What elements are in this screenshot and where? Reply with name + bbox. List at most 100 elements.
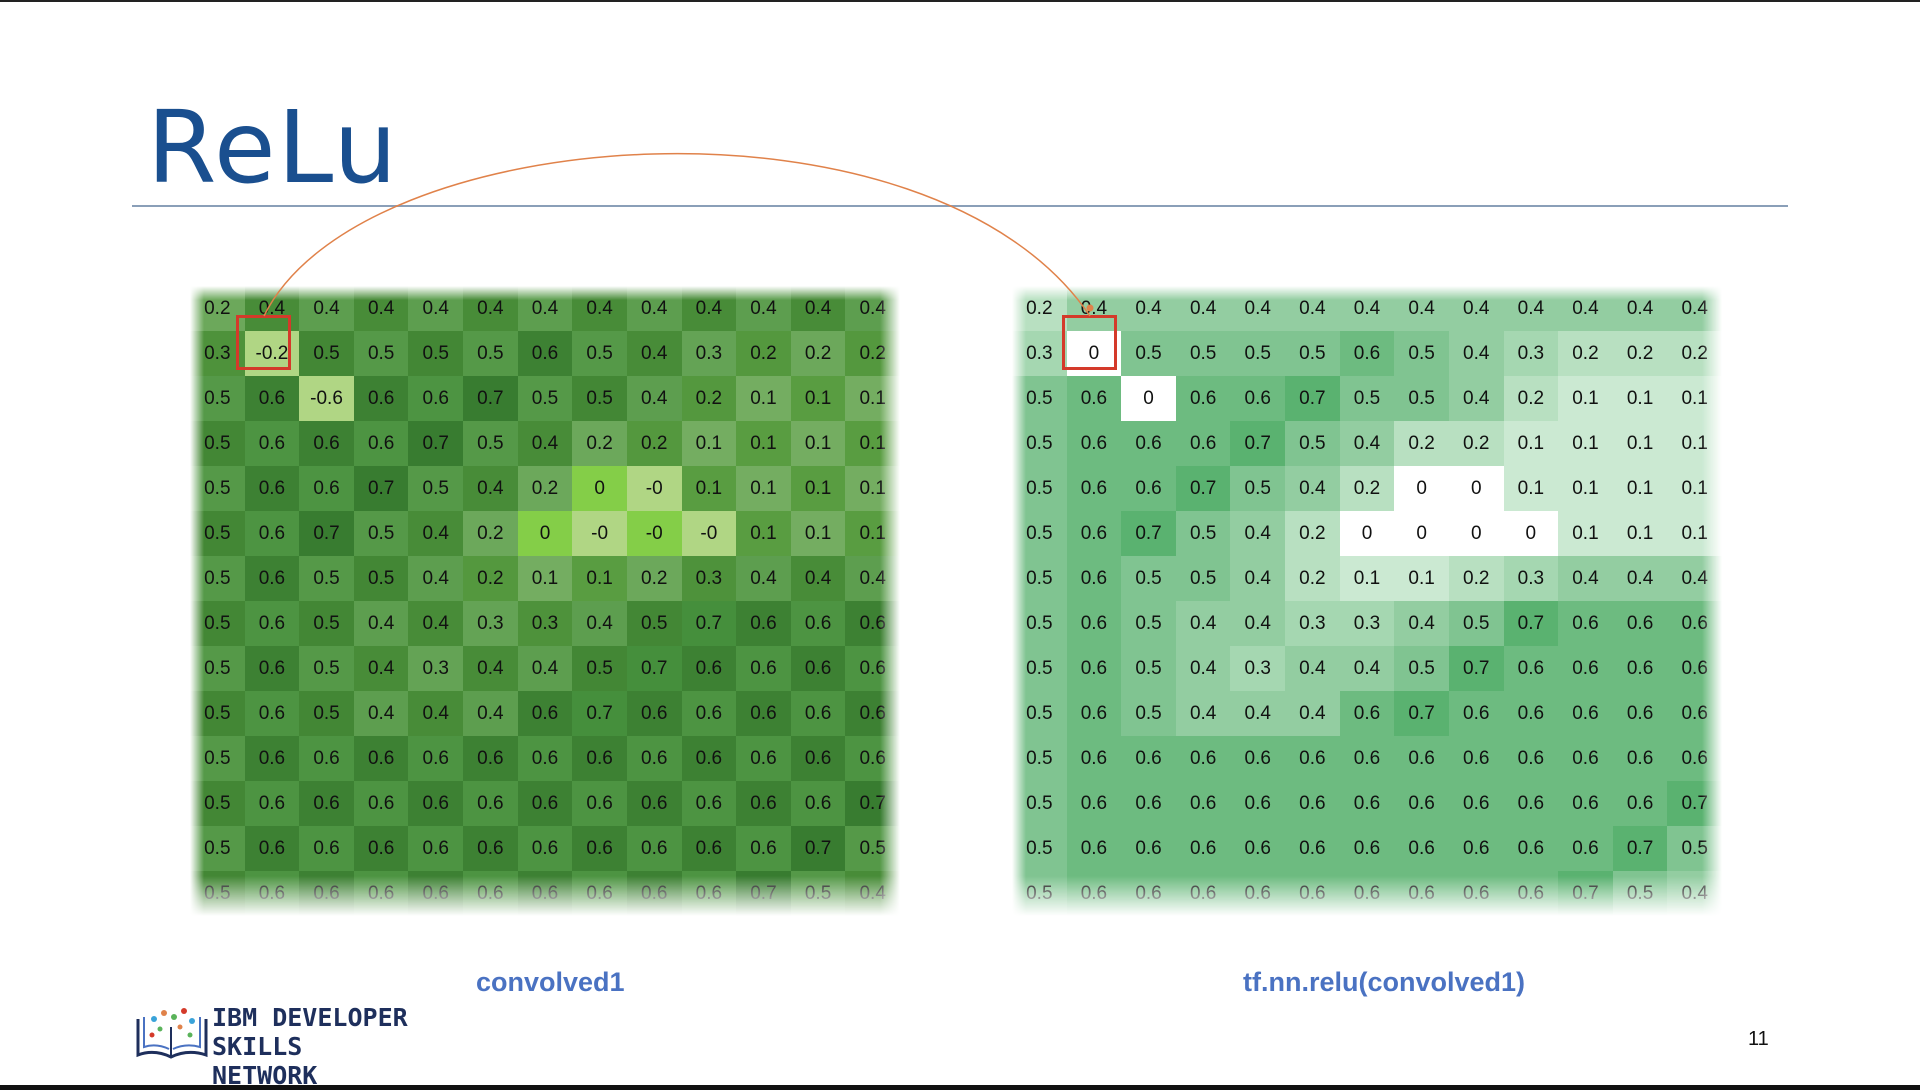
convolved1-matrix-cell: 0 [517, 511, 573, 556]
relu-output-matrix-cell: 0.6 [1503, 871, 1559, 916]
convolved1-matrix-cell: 0.6 [244, 601, 300, 646]
convolved1-matrix-cell: 0 [572, 466, 627, 511]
convolved1-matrix-cell: 0.6 [299, 781, 354, 826]
relu-output-matrix-cell: 0.6 [1285, 871, 1340, 916]
relu-output-matrix-cell: 0.6 [1285, 736, 1340, 781]
relu-output-matrix-cell: 0.6 [1066, 871, 1122, 916]
convolved1-matrix-cell: 0.4 [353, 646, 409, 691]
relu-output-matrix-cell: 0.4 [1339, 646, 1395, 691]
relu-output-matrix-cell: 0.5 [1121, 601, 1176, 646]
relu-output-matrix-cell: 0.1 [1558, 376, 1613, 421]
convolved1-matrix-cell: 0.6 [626, 826, 682, 871]
convolved1-matrix-cell: 0.4 [299, 286, 354, 331]
relu-output-matrix-cell: 0.6 [1394, 781, 1449, 826]
convolved1-matrix-cell: 0.3 [190, 331, 245, 376]
convolved1-matrix-cell: 0.6 [790, 691, 846, 736]
relu-output-matrix-cell: 0.6 [1612, 646, 1668, 691]
relu-output-matrix-cell: 0.6 [1285, 826, 1340, 871]
relu-output-matrix-cell: 0.1 [1558, 466, 1613, 511]
relu-output-matrix-cell: 0.4 [1285, 286, 1340, 331]
relu-output-matrix-cell: 0.4 [1558, 286, 1613, 331]
relu-output-matrix-cell: 0 [1339, 511, 1395, 556]
convolved1-matrix-cell: 0.6 [463, 736, 518, 781]
relu-output-matrix-cell: 0 [1394, 511, 1449, 556]
relu-output-matrix-cell: 0.6 [1230, 781, 1286, 826]
relu-output-matrix-cell: 0.6 [1066, 511, 1122, 556]
convolved1-matrix-cell: 0.6 [353, 871, 409, 916]
relu-output-matrix-cell: 0.6 [1667, 736, 1722, 781]
relu-output-matrix-cell: 0.2 [1339, 466, 1395, 511]
relu-output-matrix-cell: 0.6 [1667, 646, 1722, 691]
relu-output-matrix-cell: 0.6 [1667, 601, 1722, 646]
relu-output-matrix-cell: 0.6 [1121, 736, 1176, 781]
convolved1-matrix-cell: 0.6 [244, 781, 300, 826]
convolved1-matrix-cell: 0.7 [353, 466, 409, 511]
relu-output-matrix-cell: 0.6 [1558, 781, 1613, 826]
relu-output-matrix-cell: 0.4 [1285, 466, 1340, 511]
relu-output-matrix-cell: 0.4 [1230, 286, 1286, 331]
convolved1-matrix-cell: 0.5 [299, 601, 354, 646]
relu-output-matrix-cell: 0.4 [1394, 601, 1449, 646]
relu-output-matrix-cell: 0.2 [1394, 421, 1449, 466]
relu-output-matrix-cell: 0.6 [1066, 466, 1122, 511]
relu-output-matrix-cell: 0.5 [1339, 376, 1395, 421]
relu-output-matrix-cell: 0.4 [1667, 286, 1722, 331]
convolved1-matrix-cell: 0.6 [681, 826, 737, 871]
convolved1-matrix-cell: 0.4 [353, 601, 409, 646]
convolved1-matrix-cell: 0.6 [681, 691, 737, 736]
relu-output-matrix-cell: 0.4 [1448, 331, 1504, 376]
left-highlighted-cell-box [236, 315, 291, 370]
relu-output-matrix-cell: 0.6 [1448, 736, 1504, 781]
convolved1-matrix: 0.2 0.4 0.4 0.4 0.4 0.4 0.4 0.4 0.4 0.4 0.4 0.4 0.4 0… [190, 286, 900, 916]
convolved1-matrix-cell: -0 [626, 511, 682, 556]
convolved1-matrix-cell: 0.2 [190, 286, 245, 331]
relu-output-matrix-cell: 0.2 [1285, 511, 1340, 556]
convolved1-matrix-cell: 0.1 [790, 421, 846, 466]
relu-output-matrix-cell: 0.5 [1121, 646, 1176, 691]
convolved1-matrix-cell: 0.2 [736, 331, 791, 376]
relu-output-matrix-cell: 0.6 [1503, 736, 1559, 781]
relu-output-matrix-cell: 0.6 [1121, 826, 1176, 871]
relu-output-matrix-cell: 0.6 [1503, 691, 1559, 736]
convolved1-matrix-cell: 0.3 [408, 646, 464, 691]
relu-output-matrix-cell: 0.6 [1448, 871, 1504, 916]
relu-output-matrix-cell: 0.6 [1175, 421, 1231, 466]
relu-output-matrix-cell: 0.6 [1066, 646, 1122, 691]
convolved1-matrix-cell: 0.6 [244, 466, 300, 511]
convolved1-matrix-cell: 0.3 [681, 331, 737, 376]
convolved1-matrix-cell: 0.5 [572, 331, 627, 376]
convolved1-matrix-cell: -0 [626, 466, 682, 511]
mapping-arc-path [263, 152, 1091, 317]
convolved1-matrix-cell: 0.6 [517, 331, 573, 376]
convolved1-matrix-cell: 0.6 [244, 511, 300, 556]
relu-output-matrix-cell: 0.2 [1285, 556, 1340, 601]
convolved1-matrix-cell: 0.5 [626, 601, 682, 646]
convolved1-matrix-cell: 0.1 [572, 556, 627, 601]
relu-output-matrix-cell: 0.6 [1066, 421, 1122, 466]
relu-output-matrix: 0.2 0.4 0.4 0.4 0.4 0.4 0.4 0.4 0.4 0.4 0.4 0.4 0.4 0… [1012, 286, 1722, 916]
convolved1-matrix-cell: 0.5 [190, 736, 245, 781]
convolved1-matrix-cell: 0.7 [408, 421, 464, 466]
convolved1-matrix-cell: 0.6 [244, 691, 300, 736]
convolved1-matrix-cell: 0.6 [353, 826, 409, 871]
left-matrix-caption: convolved1 [476, 967, 625, 997]
convolved1-matrix-cell: 0.1 [845, 421, 900, 466]
relu-output-matrix-cell: 0.1 [1612, 466, 1668, 511]
relu-output-matrix-cell: 0.5 [1012, 691, 1067, 736]
convolved1-matrix-cell: 0.5 [190, 781, 245, 826]
relu-output-matrix-cell: 0.4 [1448, 376, 1504, 421]
relu-output-matrix-cell: 0.6 [1503, 826, 1559, 871]
convolved1-matrix-cell: 0.1 [845, 376, 900, 421]
relu-output-matrix-cell: 0.1 [1503, 466, 1559, 511]
relu-output-matrix-cell: 0.5 [1012, 871, 1067, 916]
convolved1-matrix-cell: 0.4 [517, 421, 573, 466]
relu-output-matrix-cell: 0.6 [1230, 826, 1286, 871]
mapping-arc-endpoint [1086, 304, 1094, 312]
relu-output-matrix-cell: 0.5 [1121, 556, 1176, 601]
convolved1-matrix-cell: 0.6 [244, 646, 300, 691]
logo-line-2: SKILLS NETWORK [212, 1032, 318, 1090]
convolved1-matrix-cell: 0.5 [353, 511, 409, 556]
relu-output-matrix-cell: 0.4 [1230, 556, 1286, 601]
relu-output-matrix-cell: 0.6 [1667, 691, 1722, 736]
relu-output-matrix-cell: 0.7 [1558, 871, 1613, 916]
